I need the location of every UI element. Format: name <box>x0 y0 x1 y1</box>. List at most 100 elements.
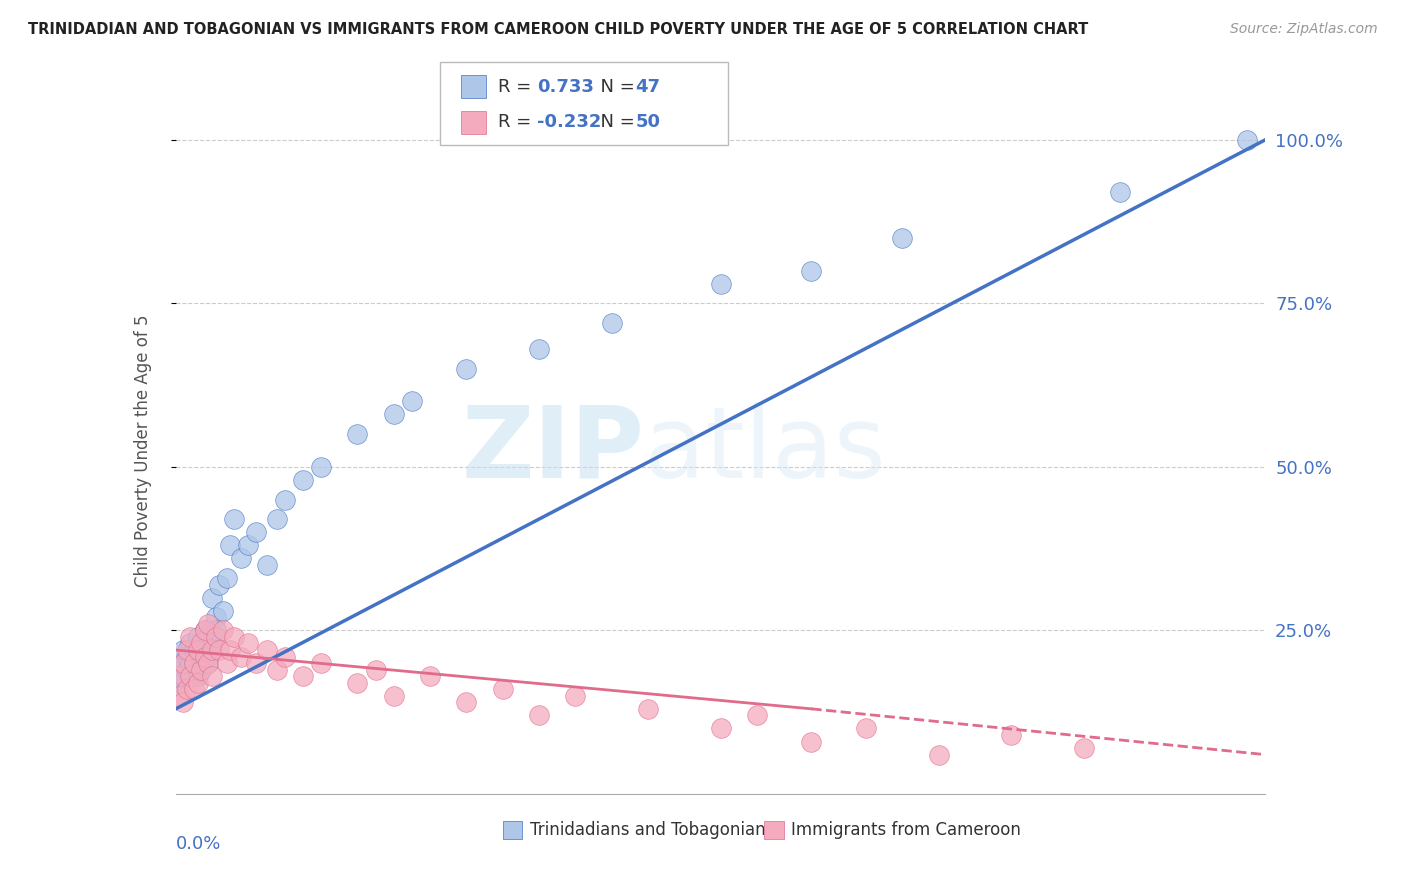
Point <box>309 656 332 670</box>
Point <box>169 689 191 703</box>
Point <box>222 512 245 526</box>
Text: 0.0%: 0.0% <box>176 835 221 853</box>
Point <box>183 682 205 697</box>
Point <box>179 656 201 670</box>
Point <box>172 669 194 683</box>
Point <box>190 636 212 650</box>
Point <box>215 571 238 585</box>
Point <box>456 361 478 376</box>
Point <box>183 656 205 670</box>
Point <box>245 525 267 540</box>
Point <box>219 643 242 657</box>
Point <box>382 408 405 422</box>
Point <box>346 427 368 442</box>
Point <box>208 577 231 591</box>
Point <box>176 649 198 664</box>
Point <box>179 630 201 644</box>
Point <box>176 643 198 657</box>
Point <box>527 342 550 356</box>
Point <box>456 695 478 709</box>
Point <box>274 649 297 664</box>
Point <box>527 708 550 723</box>
Point <box>245 656 267 670</box>
Point <box>1236 133 1258 147</box>
Point <box>197 656 219 670</box>
Point <box>204 610 226 624</box>
Point <box>190 656 212 670</box>
Point <box>186 643 209 657</box>
Point <box>855 722 877 736</box>
Text: Trinidadians and Tobagonians: Trinidadians and Tobagonians <box>530 822 775 839</box>
Point <box>201 636 224 650</box>
Point <box>800 263 823 277</box>
Point <box>710 277 733 291</box>
Point <box>201 669 224 683</box>
FancyBboxPatch shape <box>503 822 522 838</box>
Point <box>194 643 217 657</box>
Point <box>183 643 205 657</box>
Text: 47: 47 <box>636 78 661 95</box>
Point <box>256 643 278 657</box>
Y-axis label: Child Poverty Under the Age of 5: Child Poverty Under the Age of 5 <box>134 314 152 587</box>
Point <box>401 394 423 409</box>
Point <box>179 636 201 650</box>
Point <box>564 689 586 703</box>
Point <box>492 682 515 697</box>
Point <box>204 624 226 638</box>
Point <box>382 689 405 703</box>
Point <box>179 669 201 683</box>
Point <box>190 663 212 677</box>
Point <box>197 649 219 664</box>
Point <box>201 643 224 657</box>
Text: N =: N = <box>589 113 641 131</box>
Text: -0.232: -0.232 <box>537 113 602 131</box>
Point <box>745 708 768 723</box>
Point <box>172 643 194 657</box>
Point <box>208 643 231 657</box>
Point <box>194 649 217 664</box>
Point <box>346 675 368 690</box>
Point <box>238 636 260 650</box>
Point <box>186 675 209 690</box>
Point <box>710 722 733 736</box>
Text: ZIP: ZIP <box>461 402 644 499</box>
Text: atlas: atlas <box>644 402 886 499</box>
Point <box>169 675 191 690</box>
Point <box>212 624 235 638</box>
Point <box>266 512 288 526</box>
Text: 50: 50 <box>636 113 661 131</box>
FancyBboxPatch shape <box>765 822 783 838</box>
Point <box>364 663 387 677</box>
Point <box>176 682 198 697</box>
Point <box>1000 728 1022 742</box>
Point <box>169 669 191 683</box>
Point <box>928 747 950 762</box>
Text: Source: ZipAtlas.com: Source: ZipAtlas.com <box>1230 22 1378 37</box>
Text: N =: N = <box>589 78 641 95</box>
Point <box>194 624 217 638</box>
Point <box>204 630 226 644</box>
Point <box>172 695 194 709</box>
Point <box>201 591 224 605</box>
Text: R =: R = <box>498 113 537 131</box>
Point <box>212 604 235 618</box>
Point <box>637 702 659 716</box>
Point <box>176 663 198 677</box>
Point <box>266 663 288 677</box>
Point <box>1073 741 1095 756</box>
Point <box>891 231 914 245</box>
Point <box>215 656 238 670</box>
Point <box>197 656 219 670</box>
Point <box>800 734 823 748</box>
Point <box>190 663 212 677</box>
Point <box>186 630 209 644</box>
Point <box>291 669 314 683</box>
Point <box>600 316 623 330</box>
Point <box>309 459 332 474</box>
Point <box>238 538 260 552</box>
Point <box>197 616 219 631</box>
Text: R =: R = <box>498 78 537 95</box>
Point <box>1109 185 1132 199</box>
Point <box>183 669 205 683</box>
Point <box>169 656 191 670</box>
